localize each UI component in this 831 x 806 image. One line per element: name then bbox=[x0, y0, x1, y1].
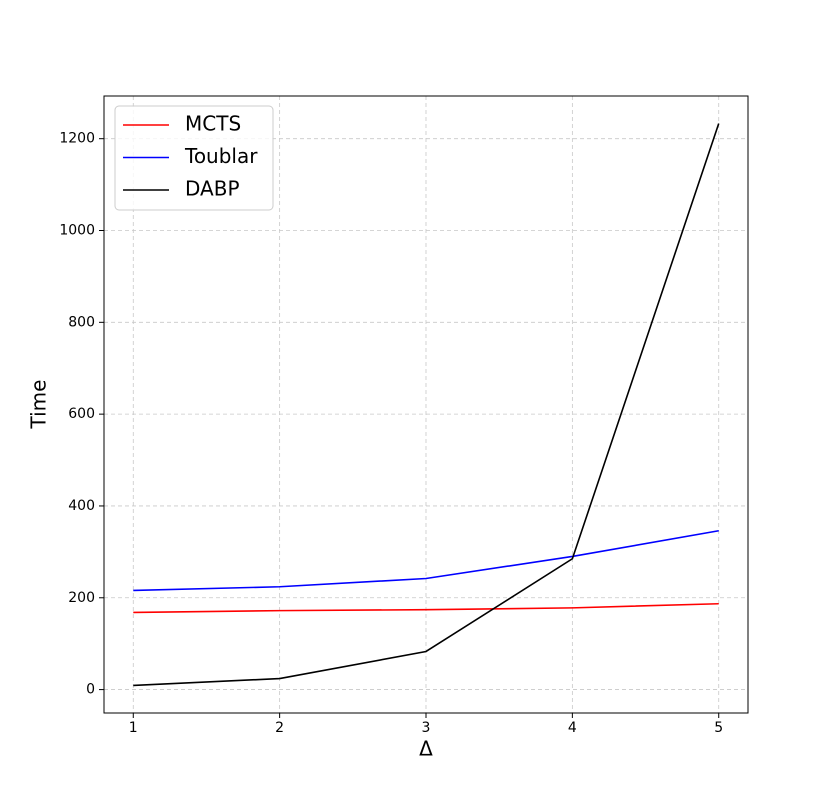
line-series bbox=[133, 123, 720, 687]
y-axis-label: Time bbox=[27, 380, 51, 430]
y-tick-label: 600 bbox=[68, 406, 95, 422]
y-tick-label: 1200 bbox=[59, 131, 95, 147]
legend-label: MCTS bbox=[185, 112, 241, 136]
y-tick-label: 800 bbox=[68, 314, 95, 330]
plot-frame bbox=[103, 95, 749, 714]
x-tick-label: 4 bbox=[568, 720, 577, 736]
x-tick-label: 5 bbox=[714, 720, 723, 736]
x-tick-label: 3 bbox=[422, 720, 431, 736]
legend-box bbox=[114, 105, 274, 211]
line-series bbox=[133, 529, 719, 592]
y-tick-label: 0 bbox=[86, 682, 95, 698]
y-tick-label: 1000 bbox=[59, 223, 95, 239]
legend-label: Toublar bbox=[184, 144, 258, 168]
x-tick-label: 2 bbox=[275, 720, 284, 736]
y-tick-label: 200 bbox=[68, 590, 95, 606]
y-tick-label: 400 bbox=[68, 498, 95, 514]
x-axis-label: Δ bbox=[419, 737, 433, 761]
x-tick-label: 1 bbox=[129, 720, 138, 736]
legend: MCTS Toublar DABP bbox=[114, 105, 274, 211]
legend-label: DABP bbox=[185, 177, 240, 201]
line-series bbox=[133, 602, 719, 614]
